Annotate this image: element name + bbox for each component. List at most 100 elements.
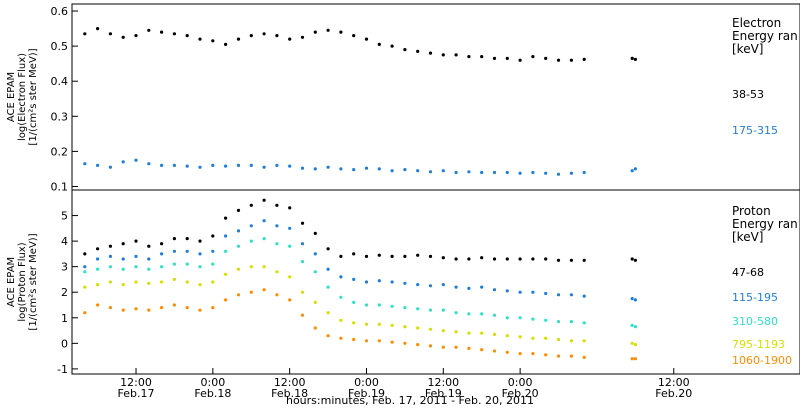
data-point — [288, 206, 292, 210]
legend-title-line: [keV] — [732, 42, 763, 56]
data-point — [96, 257, 100, 261]
data-point — [134, 307, 138, 311]
data-point — [300, 313, 305, 317]
data-point — [364, 166, 369, 170]
y-axis-title-line: ACE EPAM — [6, 257, 17, 307]
data-point — [275, 163, 279, 167]
data-point — [416, 253, 420, 257]
data-point — [121, 242, 125, 246]
data-point — [569, 171, 574, 175]
data-point — [288, 244, 292, 248]
data-point — [224, 42, 228, 47]
legend-item: 310-580 — [732, 315, 778, 328]
data-point — [249, 34, 253, 38]
data-point — [352, 252, 356, 256]
data-point — [364, 303, 369, 307]
data-point — [480, 331, 484, 335]
data-point — [428, 284, 433, 288]
data-point — [96, 303, 100, 307]
data-point — [518, 171, 522, 175]
data-point — [339, 336, 343, 340]
y-tick-label: 0.3 — [51, 110, 69, 123]
data-point — [160, 242, 164, 246]
data-point — [211, 234, 215, 238]
y-tick-label: 3 — [61, 261, 68, 274]
data-point — [480, 170, 484, 175]
legend-title-line: Energy ran — [732, 217, 798, 231]
data-point — [211, 163, 215, 167]
data-point — [544, 291, 548, 296]
data-point — [262, 32, 266, 36]
proton-panel: -1 0 1 2 3 4 5 ACE EPAM log(Proton Flux) [1/(cm²s… — [6, 189, 800, 376]
data-point — [377, 253, 381, 257]
x-tick-time: 12:00 — [427, 376, 459, 389]
data-point — [480, 348, 484, 352]
data-point — [249, 163, 253, 167]
data-point — [275, 242, 279, 246]
data-point — [236, 229, 241, 233]
data-point — [249, 265, 253, 269]
data-point — [300, 221, 305, 225]
electron-panel: 0.1 0.2 0.3 0.4 0.5 0.6 ACE EPAM log(Electron F… — [6, 3, 800, 193]
data-point — [416, 326, 420, 330]
data-point — [288, 298, 292, 302]
data-point — [454, 170, 458, 175]
data-point — [390, 169, 394, 173]
data-point — [185, 249, 189, 253]
data-point — [224, 164, 228, 168]
data-point — [556, 354, 561, 358]
data-point — [518, 316, 522, 320]
series-38-53 — [83, 27, 638, 62]
data-point — [211, 306, 215, 310]
data-point — [262, 198, 266, 202]
data-point — [96, 163, 100, 167]
data-point — [544, 336, 548, 340]
data-point — [582, 321, 586, 325]
data-point — [172, 249, 176, 253]
data-point — [83, 311, 87, 315]
x-tick-date: Feb.17 — [118, 387, 155, 400]
data-point — [531, 170, 535, 175]
data-point — [249, 203, 253, 207]
data-point — [416, 283, 420, 287]
data-point — [556, 293, 561, 297]
data-point — [582, 339, 586, 343]
data-point — [211, 39, 215, 43]
data-point — [236, 293, 241, 297]
series-310-580 — [83, 237, 638, 329]
data-point — [313, 252, 317, 256]
data-point — [403, 341, 407, 345]
data-point — [454, 257, 458, 261]
data-point — [531, 290, 535, 294]
data-point — [492, 332, 497, 336]
data-point — [467, 55, 471, 59]
x-tick-time: 12:00 — [274, 376, 306, 389]
series-47-68 — [83, 198, 638, 262]
series-1060-1900 — [83, 288, 638, 361]
data-point — [147, 281, 151, 285]
data-point — [339, 254, 343, 258]
data-point — [108, 254, 112, 258]
legend-item: 38-53 — [732, 88, 764, 101]
data-point — [198, 239, 202, 243]
data-point — [198, 265, 202, 269]
data-point — [569, 354, 574, 358]
y-tick-label: 5 — [61, 210, 68, 223]
data-point — [83, 252, 87, 256]
y-axis-title-line: [1/(cm²s ster MeV)] — [28, 48, 39, 145]
data-point — [556, 337, 561, 342]
data-point — [172, 163, 176, 167]
data-point — [147, 28, 151, 32]
data-point — [352, 34, 356, 38]
y-tick-label: 0.1 — [51, 180, 69, 193]
data-point — [582, 170, 586, 175]
data-point — [313, 326, 317, 330]
data-point — [185, 237, 189, 241]
data-point — [185, 306, 189, 310]
data-point — [505, 56, 509, 61]
data-point — [160, 306, 164, 310]
data-point — [441, 169, 445, 173]
data-point — [630, 323, 634, 327]
legend-title-line: Energy ran — [732, 29, 798, 43]
